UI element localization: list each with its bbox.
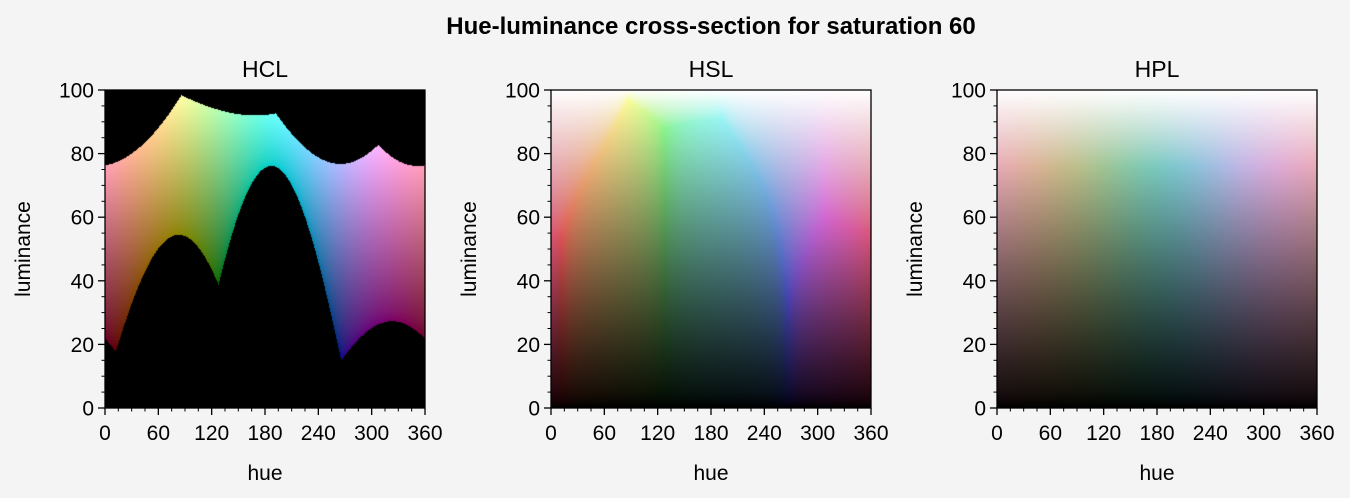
y-axis-label: luminance [904, 201, 927, 297]
x-tick-label: 120 [1086, 422, 1121, 445]
y-tick-label: 20 [963, 334, 986, 357]
y-tick-label: 100 [951, 80, 986, 103]
y-tick-label: 0 [82, 398, 94, 421]
x-tick-label: 60 [1039, 422, 1062, 445]
figure-title: Hue-luminance cross-section for saturati… [446, 13, 975, 40]
x-tick-label: 300 [800, 422, 835, 445]
y-tick-label: 80 [963, 143, 986, 166]
panel-title: HPL [1135, 56, 1180, 82]
y-tick-label: 60 [71, 207, 94, 230]
x-tick-label: 300 [354, 422, 389, 445]
y-tick-label: 100 [59, 80, 94, 103]
panels: HCL 0 60 120 180 240 300 360 0 20 40 60 80 100 hue lumi… [12, 56, 1335, 485]
y-tick-label: 60 [517, 207, 540, 230]
y-tick-label: 20 [517, 334, 540, 357]
panel-title: HCL [242, 56, 288, 82]
x-tick-label: 0 [991, 422, 1003, 445]
y-tick-label: 80 [71, 143, 94, 166]
panel-hsl: HSL 0 60 120 180 240 300 360 0 20 40 60 80 100 hue lumi… [458, 56, 889, 485]
x-tick-label: 240 [301, 422, 336, 445]
y-tick-label: 20 [71, 334, 94, 357]
x-tick-label: 120 [194, 422, 229, 445]
y-tick-label: 40 [71, 270, 94, 293]
y-tick-label: 0 [974, 398, 986, 421]
x-tick-label: 120 [640, 422, 675, 445]
x-tick-label: 60 [147, 422, 170, 445]
x-axis-label: hue [247, 462, 282, 485]
x-axis-label: hue [1139, 462, 1174, 485]
y-axis-label: luminance [458, 201, 481, 297]
x-tick-label: 180 [247, 422, 282, 445]
y-tick-label: 0 [528, 398, 540, 421]
panel-hpl: HPL 0 60 120 180 240 300 360 0 20 40 60 80 100 hue lumi… [904, 56, 1335, 485]
y-tick-label: 80 [517, 143, 540, 166]
x-tick-label: 180 [1139, 422, 1174, 445]
x-tick-label: 180 [693, 422, 728, 445]
y-tick-label: 40 [963, 270, 986, 293]
panel-title: HSL [689, 56, 734, 82]
x-tick-label: 300 [1246, 422, 1281, 445]
x-tick-label: 240 [747, 422, 782, 445]
y-axis-label: luminance [12, 201, 35, 297]
heatmap-image [551, 90, 871, 408]
panel-hcl: HCL 0 60 120 180 240 300 360 0 20 40 60 80 100 hue lumi… [12, 56, 443, 485]
x-tick-label: 0 [99, 422, 111, 445]
x-axis-label: hue [693, 462, 728, 485]
x-tick-label: 0 [545, 422, 557, 445]
x-tick-label: 360 [1299, 422, 1334, 445]
x-tick-label: 240 [1193, 422, 1228, 445]
y-tick-label: 100 [505, 80, 540, 103]
heatmap-image [105, 90, 425, 408]
y-tick-label: 40 [517, 270, 540, 293]
heatmap-image [997, 90, 1317, 408]
x-tick-label: 360 [407, 422, 442, 445]
y-tick-label: 60 [963, 207, 986, 230]
x-tick-label: 360 [853, 422, 888, 445]
x-tick-label: 60 [593, 422, 616, 445]
